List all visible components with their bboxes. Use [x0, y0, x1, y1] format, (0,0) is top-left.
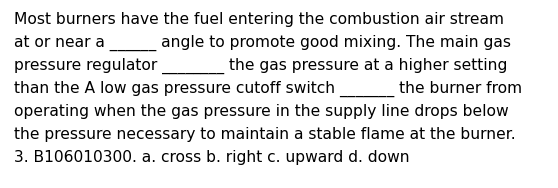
Text: than the A low gas pressure cutoff switch _______ the burner from: than the A low gas pressure cutoff switc… [14, 81, 522, 97]
Text: operating when the gas pressure in the supply line drops below: operating when the gas pressure in the s… [14, 104, 509, 119]
Text: pressure regulator ________ the gas pressure at a higher setting: pressure regulator ________ the gas pres… [14, 58, 507, 74]
Text: Most burners have the fuel entering the combustion air stream: Most burners have the fuel entering the … [14, 12, 504, 27]
Text: the pressure necessary to maintain a stable flame at the burner.: the pressure necessary to maintain a sta… [14, 127, 516, 142]
Text: 3. B106010300. a. cross b. right c. upward d. down: 3. B106010300. a. cross b. right c. upwa… [14, 150, 410, 165]
Text: at or near a ______ angle to promote good mixing. The main gas: at or near a ______ angle to promote goo… [14, 35, 511, 51]
